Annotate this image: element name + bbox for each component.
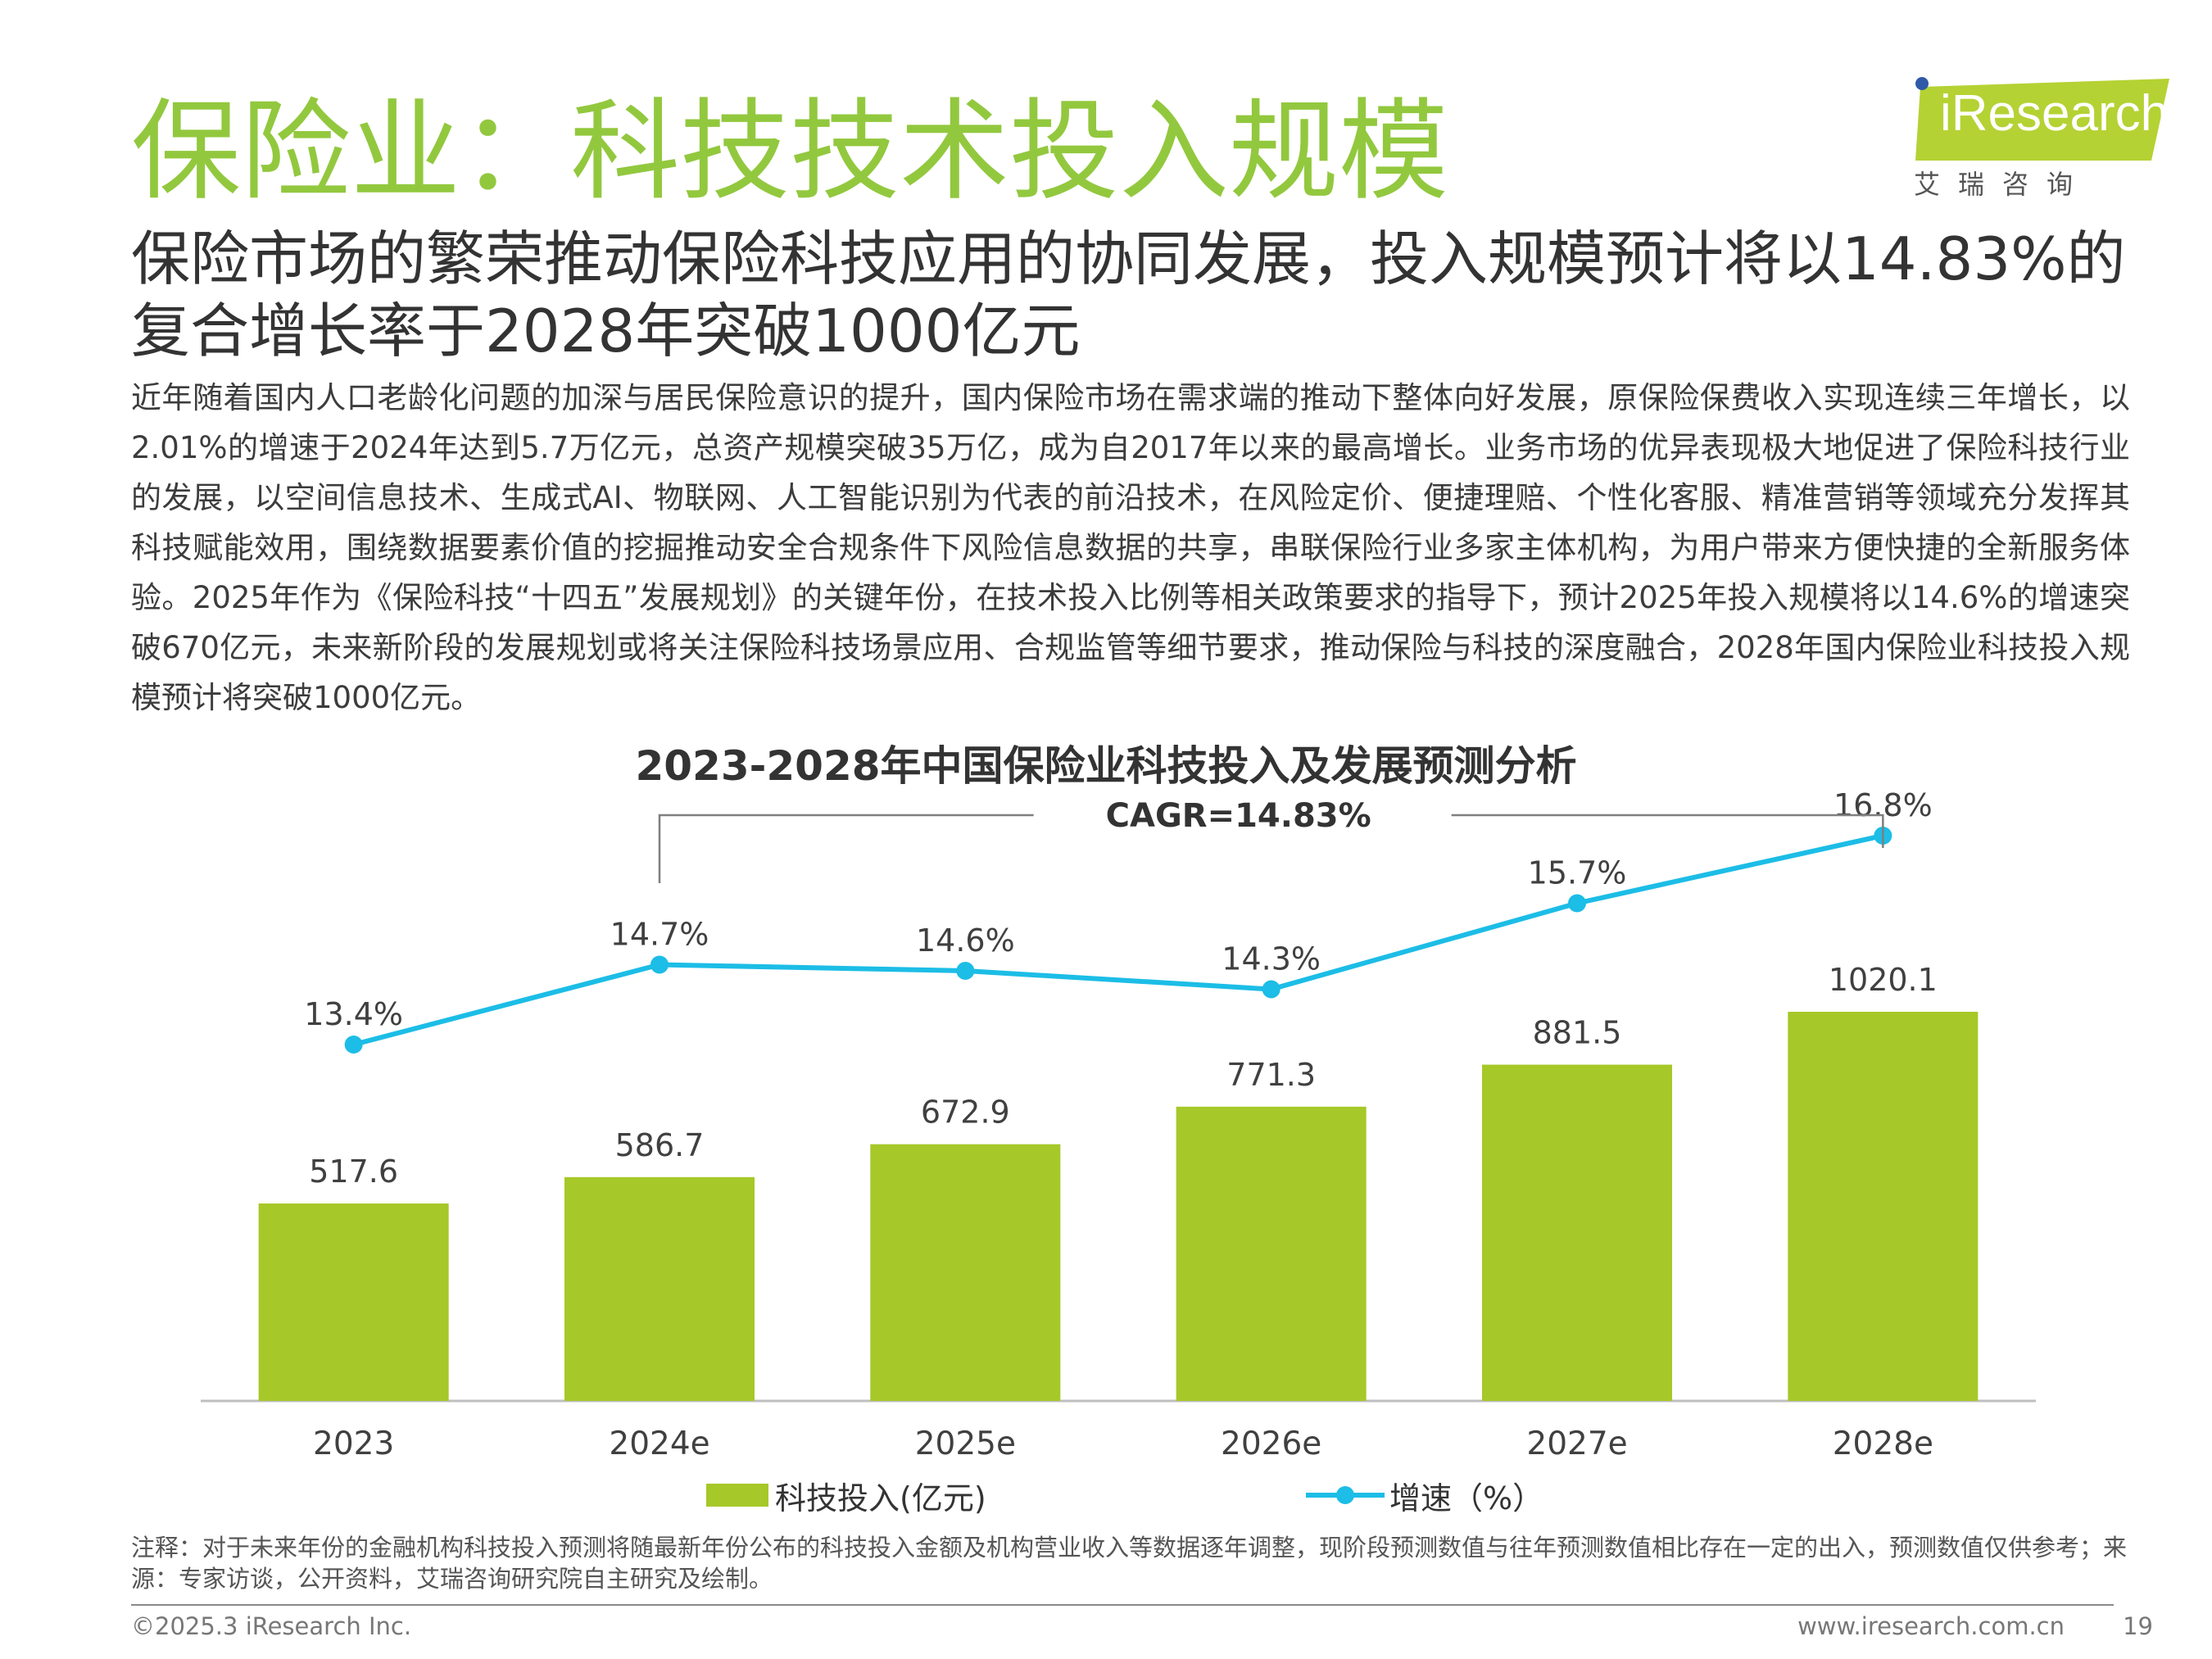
x-tick-label-2023: 2023	[313, 1426, 394, 1462]
page-title: 保险业：科技技术投入规模	[131, 88, 1449, 215]
source-note: 注释：对于未来年份的金融机构科技投入预测将随最新年份公布的科技投入金额及机构营业…	[131, 1534, 2128, 1593]
x-tick-label-2025e: 2025e	[915, 1426, 1016, 1462]
x-tick-label-2028e: 2028e	[1833, 1426, 1933, 1462]
bar-2024e	[564, 1176, 755, 1401]
footer-divider	[131, 1604, 2114, 1606]
chart-title: 2023-2028年中国保险业科技投入及发展预测分析	[635, 742, 1577, 790]
x-tick-label-2027e: 2027e	[1526, 1426, 1627, 1462]
bar-2026e	[1176, 1106, 1367, 1401]
iresearch-logo[interactable]: iResearch 艾瑞咨询	[1909, 67, 2171, 200]
legend-label-growth: 增速（%）	[1389, 1480, 1544, 1516]
logo-mark-icon	[1915, 77, 2169, 161]
legend-item-growth: 增速（%）	[1306, 1471, 1543, 1520]
bar-value-label-2028e: 1020.1	[1829, 962, 1938, 998]
bar-2028e	[1788, 1012, 1979, 1401]
legend-label-investment: 科技投入(亿元)	[775, 1480, 986, 1516]
cagr-bracket-left	[658, 814, 1034, 883]
combo-chart: 517.6 2023 586.7 2024e 672.9 2025e 771.3 2026e 8…	[201, 787, 2036, 1462]
bar-2025e	[870, 1144, 1061, 1401]
bar-value-label-2027e: 881.5	[1533, 1015, 1622, 1051]
bar-value-label-2023: 517.6	[309, 1154, 398, 1190]
cagr-label: CAGR=14.83%	[1106, 797, 1371, 835]
growth-point-2026e	[1262, 980, 1281, 999]
bar-2027e	[1482, 1064, 1672, 1401]
footer-copyright: ©2025.3 iResearch Inc.	[131, 1612, 412, 1640]
bar-value-label-2024e: 586.7	[615, 1127, 705, 1163]
growth-point-2023	[344, 1036, 363, 1054]
bar-2023	[258, 1203, 449, 1401]
legend-item-investment: 科技投入(亿元)	[706, 1471, 986, 1520]
growth-value-label-2027e: 15.7%	[1528, 855, 1627, 891]
cagr-bracket-right	[1451, 814, 1884, 848]
growth-point-2025e	[956, 962, 975, 980]
growth-value-label-2023: 13.4%	[304, 996, 403, 1032]
growth-line	[352, 833, 1883, 1047]
x-tick-label-2026e: 2026e	[1221, 1426, 1321, 1462]
growth-point-2024e	[650, 955, 669, 974]
logo-subtext: 艾瑞咨询	[1914, 169, 2092, 200]
page-subtitle: 保险市场的繁荣推动保险科技应用的协同发展，投入规模预计将以14.83%的复合增长…	[131, 224, 2126, 365]
growth-value-label-2025e: 14.6%	[916, 922, 1015, 959]
page-number: 19	[2123, 1612, 2153, 1640]
growth-value-label-2024e: 14.7%	[610, 917, 709, 953]
x-tick-label-2024e: 2024e	[609, 1426, 709, 1462]
legend-line-swatch	[1306, 1486, 1385, 1504]
logo-text: iResearch	[1940, 85, 2169, 142]
growth-point-2027e	[1568, 894, 1586, 913]
growth-value-label-2026e: 14.3%	[1222, 941, 1321, 977]
body-paragraph: 近年随着国内人口老龄化问题的加深与居民保险意识的提升，国内保险市场在需求端的推动…	[131, 380, 2130, 715]
bar-value-label-2025e: 672.9	[921, 1095, 1010, 1131]
legend-bar-swatch	[706, 1484, 768, 1507]
bar-value-label-2026e: 771.3	[1226, 1057, 1316, 1093]
footer-website[interactable]: www.iresearch.com.cn	[1797, 1612, 2065, 1640]
